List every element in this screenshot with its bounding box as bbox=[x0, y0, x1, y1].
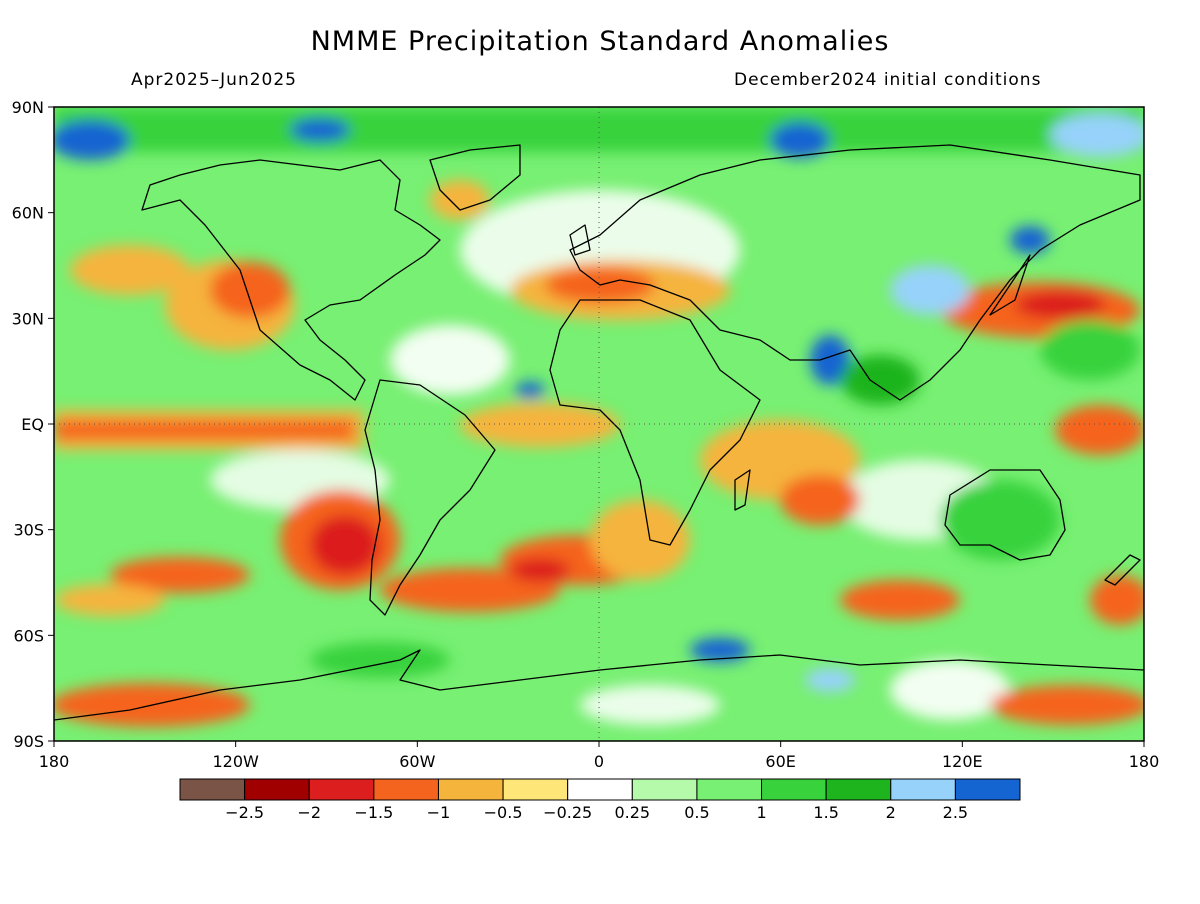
colorbar-label: 0.5 bbox=[684, 803, 709, 822]
lon-label: 180 bbox=[39, 752, 70, 771]
colorbar-label: −0.5 bbox=[484, 803, 523, 822]
coast-new-zealand bbox=[1104, 554, 1141, 586]
initial-conditions: December2024 initial conditions bbox=[734, 70, 1042, 90]
lat-label: EQ bbox=[21, 415, 44, 434]
colorbar-swatch bbox=[696, 778, 763, 801]
colorbar-swatch bbox=[437, 778, 504, 801]
colorbar-label: 1.5 bbox=[813, 803, 838, 822]
colorbar-swatch bbox=[954, 778, 1021, 801]
colorbar-label: 2 bbox=[886, 803, 896, 822]
field-dry-eq-pacific-core bbox=[54, 420, 354, 440]
field-dry-ne-pacific-core bbox=[210, 262, 290, 318]
colorbar-label: −2 bbox=[297, 803, 321, 822]
colorbar-label: 1 bbox=[756, 803, 766, 822]
field-wet-india bbox=[810, 335, 850, 385]
colorbar-label: 0.25 bbox=[614, 803, 650, 822]
field-dry-se-pacific-core bbox=[310, 515, 380, 575]
forecast-period: Apr2025–Jun2025 bbox=[131, 70, 297, 90]
field-dry-s-indian bbox=[840, 580, 960, 620]
field-dry-n-pacific bbox=[70, 245, 190, 295]
lon-label: 120E bbox=[942, 752, 983, 771]
field-pale-antarctic bbox=[890, 660, 1010, 720]
field-wet-australia bbox=[940, 480, 1060, 560]
coast-eurasia bbox=[569, 144, 1141, 401]
field-wet-bering bbox=[54, 120, 130, 160]
graticule bbox=[54, 107, 1144, 741]
field-dry-antarctic-east bbox=[990, 685, 1144, 725]
field-wet-amery bbox=[805, 668, 855, 692]
longitude-axis: 180 120W 60W 0 60E 120E 180 bbox=[39, 741, 1160, 771]
field-dry-nw-pacific-core bbox=[1015, 291, 1105, 319]
lon-label: 60W bbox=[399, 752, 435, 771]
field-dry-s-atlantic-west bbox=[380, 568, 560, 612]
field-wet-w-pacific bbox=[1040, 320, 1140, 380]
coast-north-america bbox=[141, 159, 441, 401]
lon-label: 60E bbox=[765, 752, 795, 771]
lat-label: 90N bbox=[12, 98, 44, 117]
lon-label: 180 bbox=[1129, 752, 1160, 771]
colorbar-swatch bbox=[825, 778, 892, 801]
field-dry-greenland bbox=[430, 180, 490, 220]
lon-label: 120W bbox=[212, 752, 259, 771]
lat-label: 90S bbox=[13, 732, 44, 751]
field-dry-tasman bbox=[1090, 575, 1144, 625]
colorbar-swatch bbox=[244, 778, 310, 801]
colorbar-swatch bbox=[761, 778, 827, 801]
field-wet-tropical-atlantic bbox=[515, 382, 545, 398]
field-wet-arctic-ocean bbox=[770, 122, 830, 158]
colorbar-label: −1 bbox=[427, 803, 451, 822]
coast-africa bbox=[549, 299, 761, 546]
coast-south-america bbox=[364, 379, 496, 616]
coast-uk bbox=[569, 224, 591, 256]
lat-label: 60N bbox=[12, 204, 44, 223]
lat-label: 60S bbox=[13, 626, 44, 645]
colorbar-label: −0.25 bbox=[543, 803, 592, 822]
field-wet-canada-arctic bbox=[290, 118, 350, 142]
field-wet-central-asia bbox=[890, 265, 970, 315]
colorbar-swatch bbox=[179, 778, 246, 801]
coast-australia bbox=[944, 469, 1066, 561]
colorbar-label: 2.5 bbox=[943, 803, 968, 822]
colorbar-label: −1.5 bbox=[354, 803, 393, 822]
coast-antarctica bbox=[54, 649, 1144, 721]
colorbar-swatch bbox=[890, 778, 956, 801]
anomaly-field bbox=[54, 107, 1144, 741]
field-dry-s-pacific-west bbox=[55, 584, 165, 616]
field-wet-drake bbox=[310, 642, 450, 678]
lat-label: 30N bbox=[12, 309, 44, 328]
colorbar-swatch bbox=[373, 778, 439, 801]
colorbar-label: −2.5 bbox=[225, 803, 264, 822]
coast-madagascar bbox=[734, 469, 751, 511]
lat-label: 30S bbox=[13, 521, 44, 540]
colorbar-swatch bbox=[631, 778, 698, 801]
coastlines bbox=[54, 144, 1144, 721]
field-dry-s-pacific-band bbox=[110, 557, 250, 593]
field-dry-s-atlantic-core bbox=[510, 558, 570, 582]
colorbar-swatch bbox=[502, 778, 569, 801]
lon-label: 0 bbox=[594, 752, 604, 771]
map-title: NMME Precipitation Standard Anomalies bbox=[310, 26, 890, 57]
field-wet-se-asia bbox=[840, 355, 920, 405]
field-pale-weddell bbox=[580, 685, 720, 725]
field-pale-caribbean bbox=[390, 325, 510, 395]
field-wet-antarctic-coast bbox=[690, 638, 750, 662]
field-dry-s-africa-coast bbox=[590, 500, 690, 580]
coast-greenland bbox=[429, 144, 521, 211]
field-wet-ne-asia bbox=[1010, 226, 1050, 254]
field-dry-eq-atlantic bbox=[460, 403, 620, 447]
latitude-axis: 90N 60N 30N EQ 30S 60S 90S bbox=[12, 98, 54, 751]
field-wet-arctic bbox=[54, 107, 1144, 152]
field-dry-indian-core bbox=[780, 475, 860, 525]
coast-japan bbox=[989, 254, 1031, 316]
field-dry-w-pacific-eq bbox=[1055, 405, 1144, 455]
colorbar-swatch bbox=[567, 778, 633, 801]
colorbar-swatch bbox=[308, 778, 375, 801]
field-wet-east-siberia bbox=[1050, 113, 1144, 157]
colorbar: −2.5 −2 −1.5 −1 −0.5 −0.25 0.25 0.5 1 1.5 2 2.5 bbox=[179, 778, 1021, 822]
